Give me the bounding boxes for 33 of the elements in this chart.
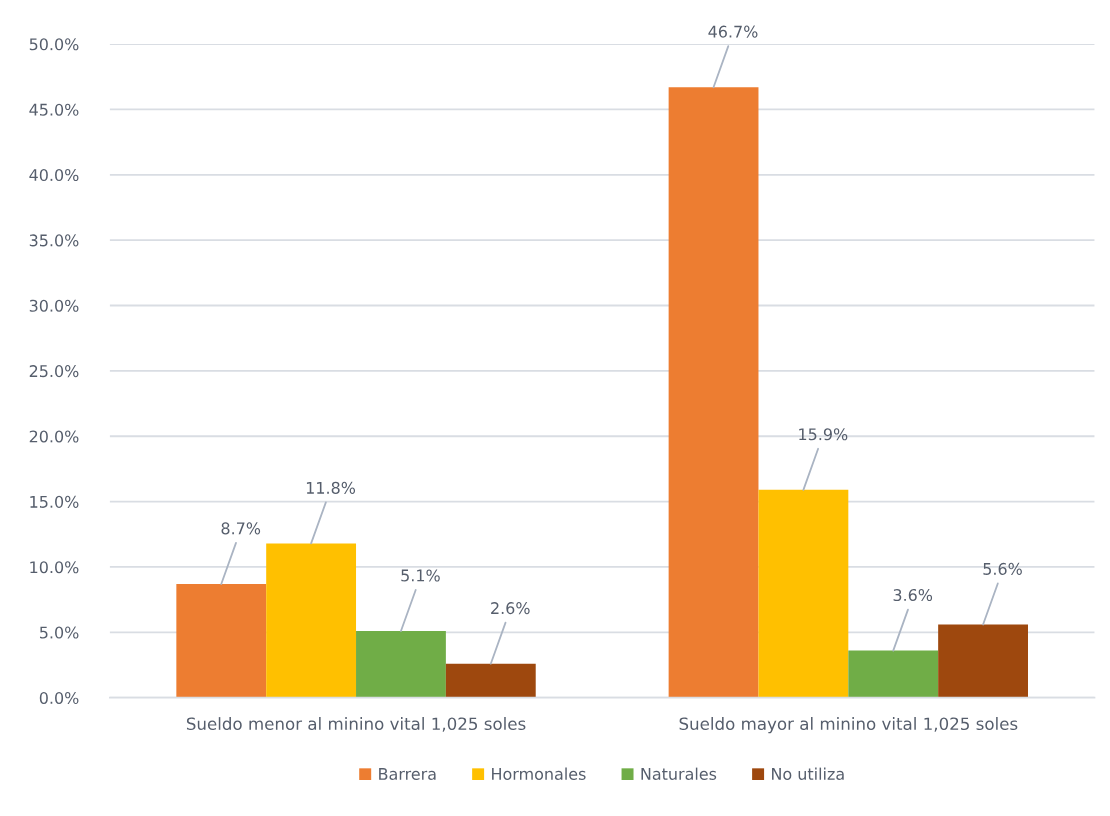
legend-label: Barrera <box>379 768 436 780</box>
y-tick-label: 30.0% <box>29 299 79 312</box>
bar <box>668 87 759 698</box>
y-tick-label: 5.0% <box>39 626 79 639</box>
y-tick-label: 10.0% <box>30 561 79 574</box>
y-tick-label: 40.0% <box>29 169 79 182</box>
y-tick-label: 15.0% <box>30 495 79 508</box>
y-tick-label: 45.0% <box>29 103 79 116</box>
y-tick-label: 35.0% <box>29 234 79 247</box>
bar <box>938 624 1028 698</box>
x-tick-label: Sueldo mayor al minino vital 1,025 soles <box>679 717 1018 734</box>
data-label: 2.6% <box>491 602 530 615</box>
bar <box>356 631 446 698</box>
data-label: 3.6% <box>893 589 933 602</box>
legend-label: No utiliza <box>772 767 844 780</box>
y-tick-label: 20.0% <box>29 430 79 443</box>
data-label: 8.7% <box>221 522 261 535</box>
data-label: 5.6% <box>983 562 1022 575</box>
bar <box>266 543 357 698</box>
bar <box>176 583 267 698</box>
bar <box>445 663 536 698</box>
data-label: 5.1% <box>401 569 440 582</box>
bar <box>758 489 849 698</box>
data-label: 15.9% <box>799 428 848 441</box>
data-label: 46.7% <box>708 25 758 38</box>
legend-label: Hormonales <box>492 767 586 780</box>
data-label: 11.8% <box>306 481 356 494</box>
y-tick-label: 0.0% <box>39 691 79 704</box>
bar <box>848 650 939 698</box>
legend-label: Naturales <box>641 767 717 780</box>
y-tick-label: 25.0% <box>29 365 79 378</box>
y-tick-label: 50.0% <box>29 38 79 51</box>
x-tick-label: Sueldo menor al minino vital 1,025 soles <box>186 717 526 732</box>
